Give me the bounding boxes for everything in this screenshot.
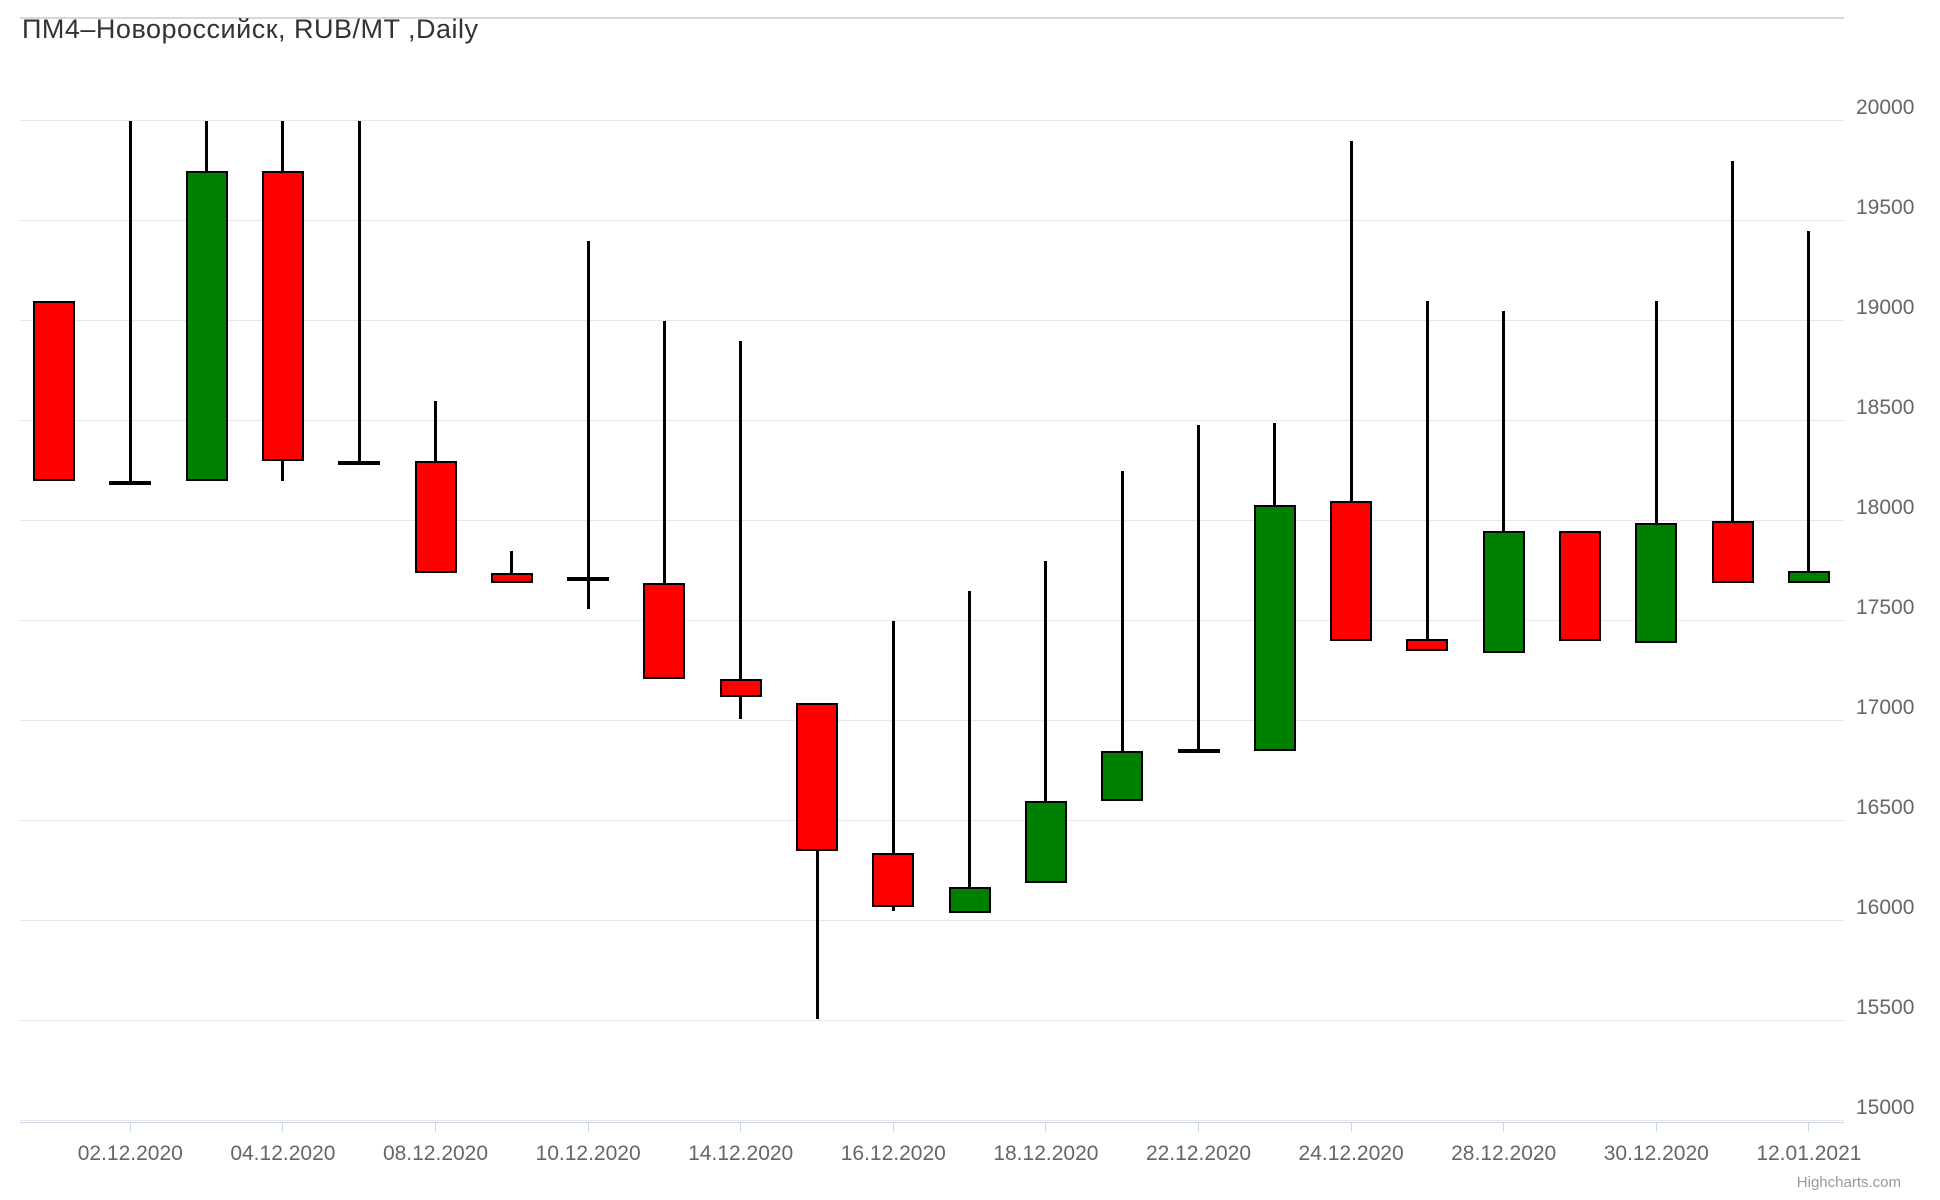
candle-body[interactable] <box>490 572 533 583</box>
candle-body[interactable] <box>1330 500 1373 641</box>
x-axis-label: 28.12.2020 <box>1451 1142 1557 1165</box>
candle-body[interactable] <box>261 170 304 461</box>
x-axis-label: 10.12.2020 <box>535 1142 641 1165</box>
y-axis-label: 15000 <box>1856 1095 1915 1119</box>
y-gridline <box>20 1020 1844 1021</box>
x-axis-tick <box>1503 1122 1505 1132</box>
y-axis-label: 19000 <box>1856 295 1915 319</box>
candle-body[interactable] <box>567 576 610 581</box>
candle-wick <box>662 320 666 679</box>
y-gridline <box>20 220 1844 221</box>
candle-body[interactable] <box>796 702 838 851</box>
x-axis-tick <box>1655 1122 1657 1132</box>
x-axis-label: 30.12.2020 <box>1603 1142 1709 1165</box>
candle-body[interactable] <box>1406 638 1449 651</box>
y-gridline <box>20 1120 1844 1121</box>
x-axis-tick <box>1045 1122 1047 1132</box>
x-axis-label: 08.12.2020 <box>382 1142 489 1165</box>
candle-body[interactable] <box>33 300 75 481</box>
candle-wick <box>1044 560 1048 883</box>
x-axis-tick <box>1350 1122 1352 1132</box>
y-gridline <box>20 520 1844 521</box>
x-axis-label: 24.12.2020 <box>1298 1142 1404 1165</box>
candle-body[interactable] <box>1253 504 1296 751</box>
candle-body[interactable] <box>1024 800 1067 883</box>
candle-wick <box>815 702 819 1019</box>
x-axis-tick <box>282 1122 284 1132</box>
x-axis-label: 16.12.2020 <box>840 1142 946 1165</box>
candle-body[interactable] <box>719 678 762 697</box>
candle-wick <box>1120 470 1124 801</box>
chart-title: ПМ4–Новороссийск, RUB/MT ,Daily <box>22 14 479 44</box>
x-axis-line <box>20 1122 1844 1123</box>
y-axis-label: 16000 <box>1856 895 1915 919</box>
x-axis-tick <box>1198 1122 1199 1132</box>
y-gridline <box>20 320 1844 321</box>
x-axis-label: 02.12.2020 <box>77 1142 183 1165</box>
candle-wick <box>891 620 895 911</box>
candle-wick <box>1197 424 1200 751</box>
candle-doji-dash[interactable] <box>338 460 381 465</box>
y-gridline <box>20 120 1844 121</box>
y-gridline <box>20 920 1844 921</box>
x-axis-label: 04.12.2020 <box>230 1142 336 1165</box>
candle-body[interactable] <box>1559 530 1601 641</box>
x-axis-tick <box>587 1122 589 1132</box>
y-axis-label: 20000 <box>1856 95 1915 119</box>
candle-doji-dash[interactable] <box>109 480 152 485</box>
candle-body[interactable] <box>1101 750 1144 801</box>
y-gridline <box>20 620 1844 621</box>
candle-wick <box>1425 300 1429 651</box>
candle-body[interactable] <box>1635 522 1678 643</box>
top-border-line <box>20 17 1844 19</box>
candle-wick <box>128 120 132 483</box>
y-axis-label: 17000 <box>1856 695 1915 719</box>
candle-wick <box>357 120 361 463</box>
x-axis-tick <box>892 1122 894 1132</box>
candle-body[interactable] <box>872 852 915 907</box>
candle-body[interactable] <box>1482 530 1525 653</box>
candle-body[interactable] <box>1787 570 1830 583</box>
x-axis-tick <box>740 1122 742 1132</box>
y-gridline <box>20 820 1844 821</box>
candle-wick <box>739 340 743 719</box>
y-axis-label: 18500 <box>1856 395 1915 419</box>
candle-wick <box>586 240 590 609</box>
y-axis-label: 19500 <box>1856 195 1915 219</box>
x-axis-label: 22.12.2020 <box>1145 1142 1252 1165</box>
y-axis-label: 17500 <box>1856 595 1915 619</box>
candle-body[interactable] <box>643 582 686 679</box>
y-axis-label: 15500 <box>1856 995 1915 1019</box>
y-axis-label: 18000 <box>1856 495 1915 519</box>
candle-wick <box>1807 230 1811 583</box>
candle-doji-dash[interactable] <box>1177 748 1220 753</box>
x-axis-tick <box>129 1122 131 1132</box>
candle-body[interactable] <box>185 170 228 481</box>
candle-wick <box>1349 140 1353 641</box>
y-gridline <box>20 720 1844 721</box>
y-gridline <box>20 420 1844 421</box>
x-axis-tick <box>435 1122 436 1132</box>
candle-body[interactable] <box>1711 520 1754 583</box>
x-axis-label: 14.12.2020 <box>688 1142 794 1165</box>
y-axis-label: 16500 <box>1856 795 1915 819</box>
candle-wick <box>1731 160 1735 583</box>
x-axis-label: 18.12.2020 <box>993 1142 1099 1165</box>
candle-body[interactable] <box>948 886 991 913</box>
x-axis-label: 12.01.2021 <box>1756 1142 1862 1165</box>
candle-wick <box>1654 300 1658 643</box>
x-axis-tick <box>1808 1122 1810 1132</box>
candle-wick <box>1502 310 1506 653</box>
candle-body[interactable] <box>414 460 457 573</box>
candle-wick <box>968 590 972 913</box>
highcharts-credit-link[interactable]: Highcharts.com <box>1796 1174 1901 1191</box>
candle-wick <box>510 550 514 583</box>
